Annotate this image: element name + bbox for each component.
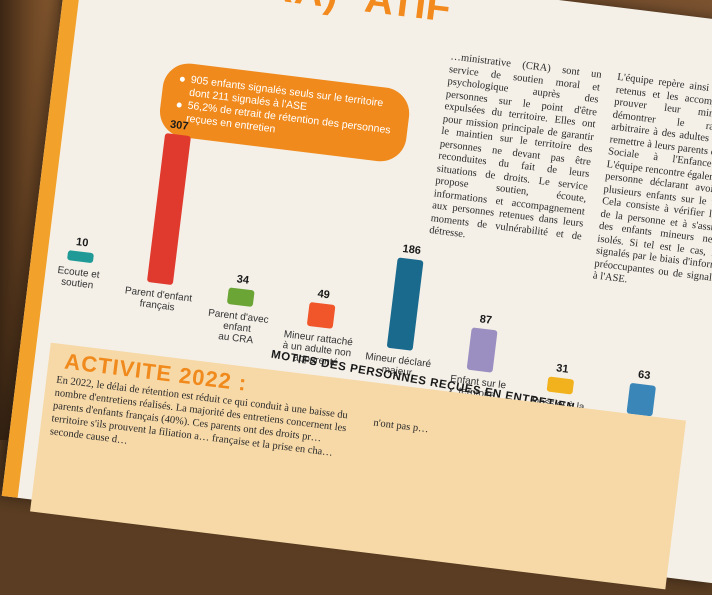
chart-bar bbox=[67, 250, 94, 263]
chart-bar bbox=[546, 376, 574, 395]
bar-value-label: 307 bbox=[169, 119, 189, 133]
chart-bar bbox=[227, 287, 255, 307]
bar-value-label: 34 bbox=[236, 273, 250, 287]
chart-bar bbox=[147, 133, 191, 285]
category-label: au CRA bbox=[218, 331, 254, 346]
category-label: Ecoute et bbox=[57, 265, 100, 281]
bar-value-label: 63 bbox=[637, 369, 651, 382]
category-label: soutien bbox=[60, 277, 93, 292]
category-label: français bbox=[139, 298, 175, 313]
chart-bar bbox=[387, 257, 424, 351]
chart-bar bbox=[307, 302, 336, 329]
bar-value-label: 87 bbox=[479, 313, 493, 326]
bar-value-label: 31 bbox=[556, 362, 570, 375]
chart-bar bbox=[626, 383, 656, 417]
bar-value-label: 186 bbox=[402, 243, 422, 257]
category-label: apparenté bbox=[293, 352, 339, 368]
category-label: enfant bbox=[223, 321, 252, 335]
category-label: majeur bbox=[381, 364, 413, 379]
chart-bar bbox=[466, 327, 498, 373]
bar-value-label: 10 bbox=[75, 236, 89, 249]
bar-value-label: 49 bbox=[317, 288, 331, 301]
